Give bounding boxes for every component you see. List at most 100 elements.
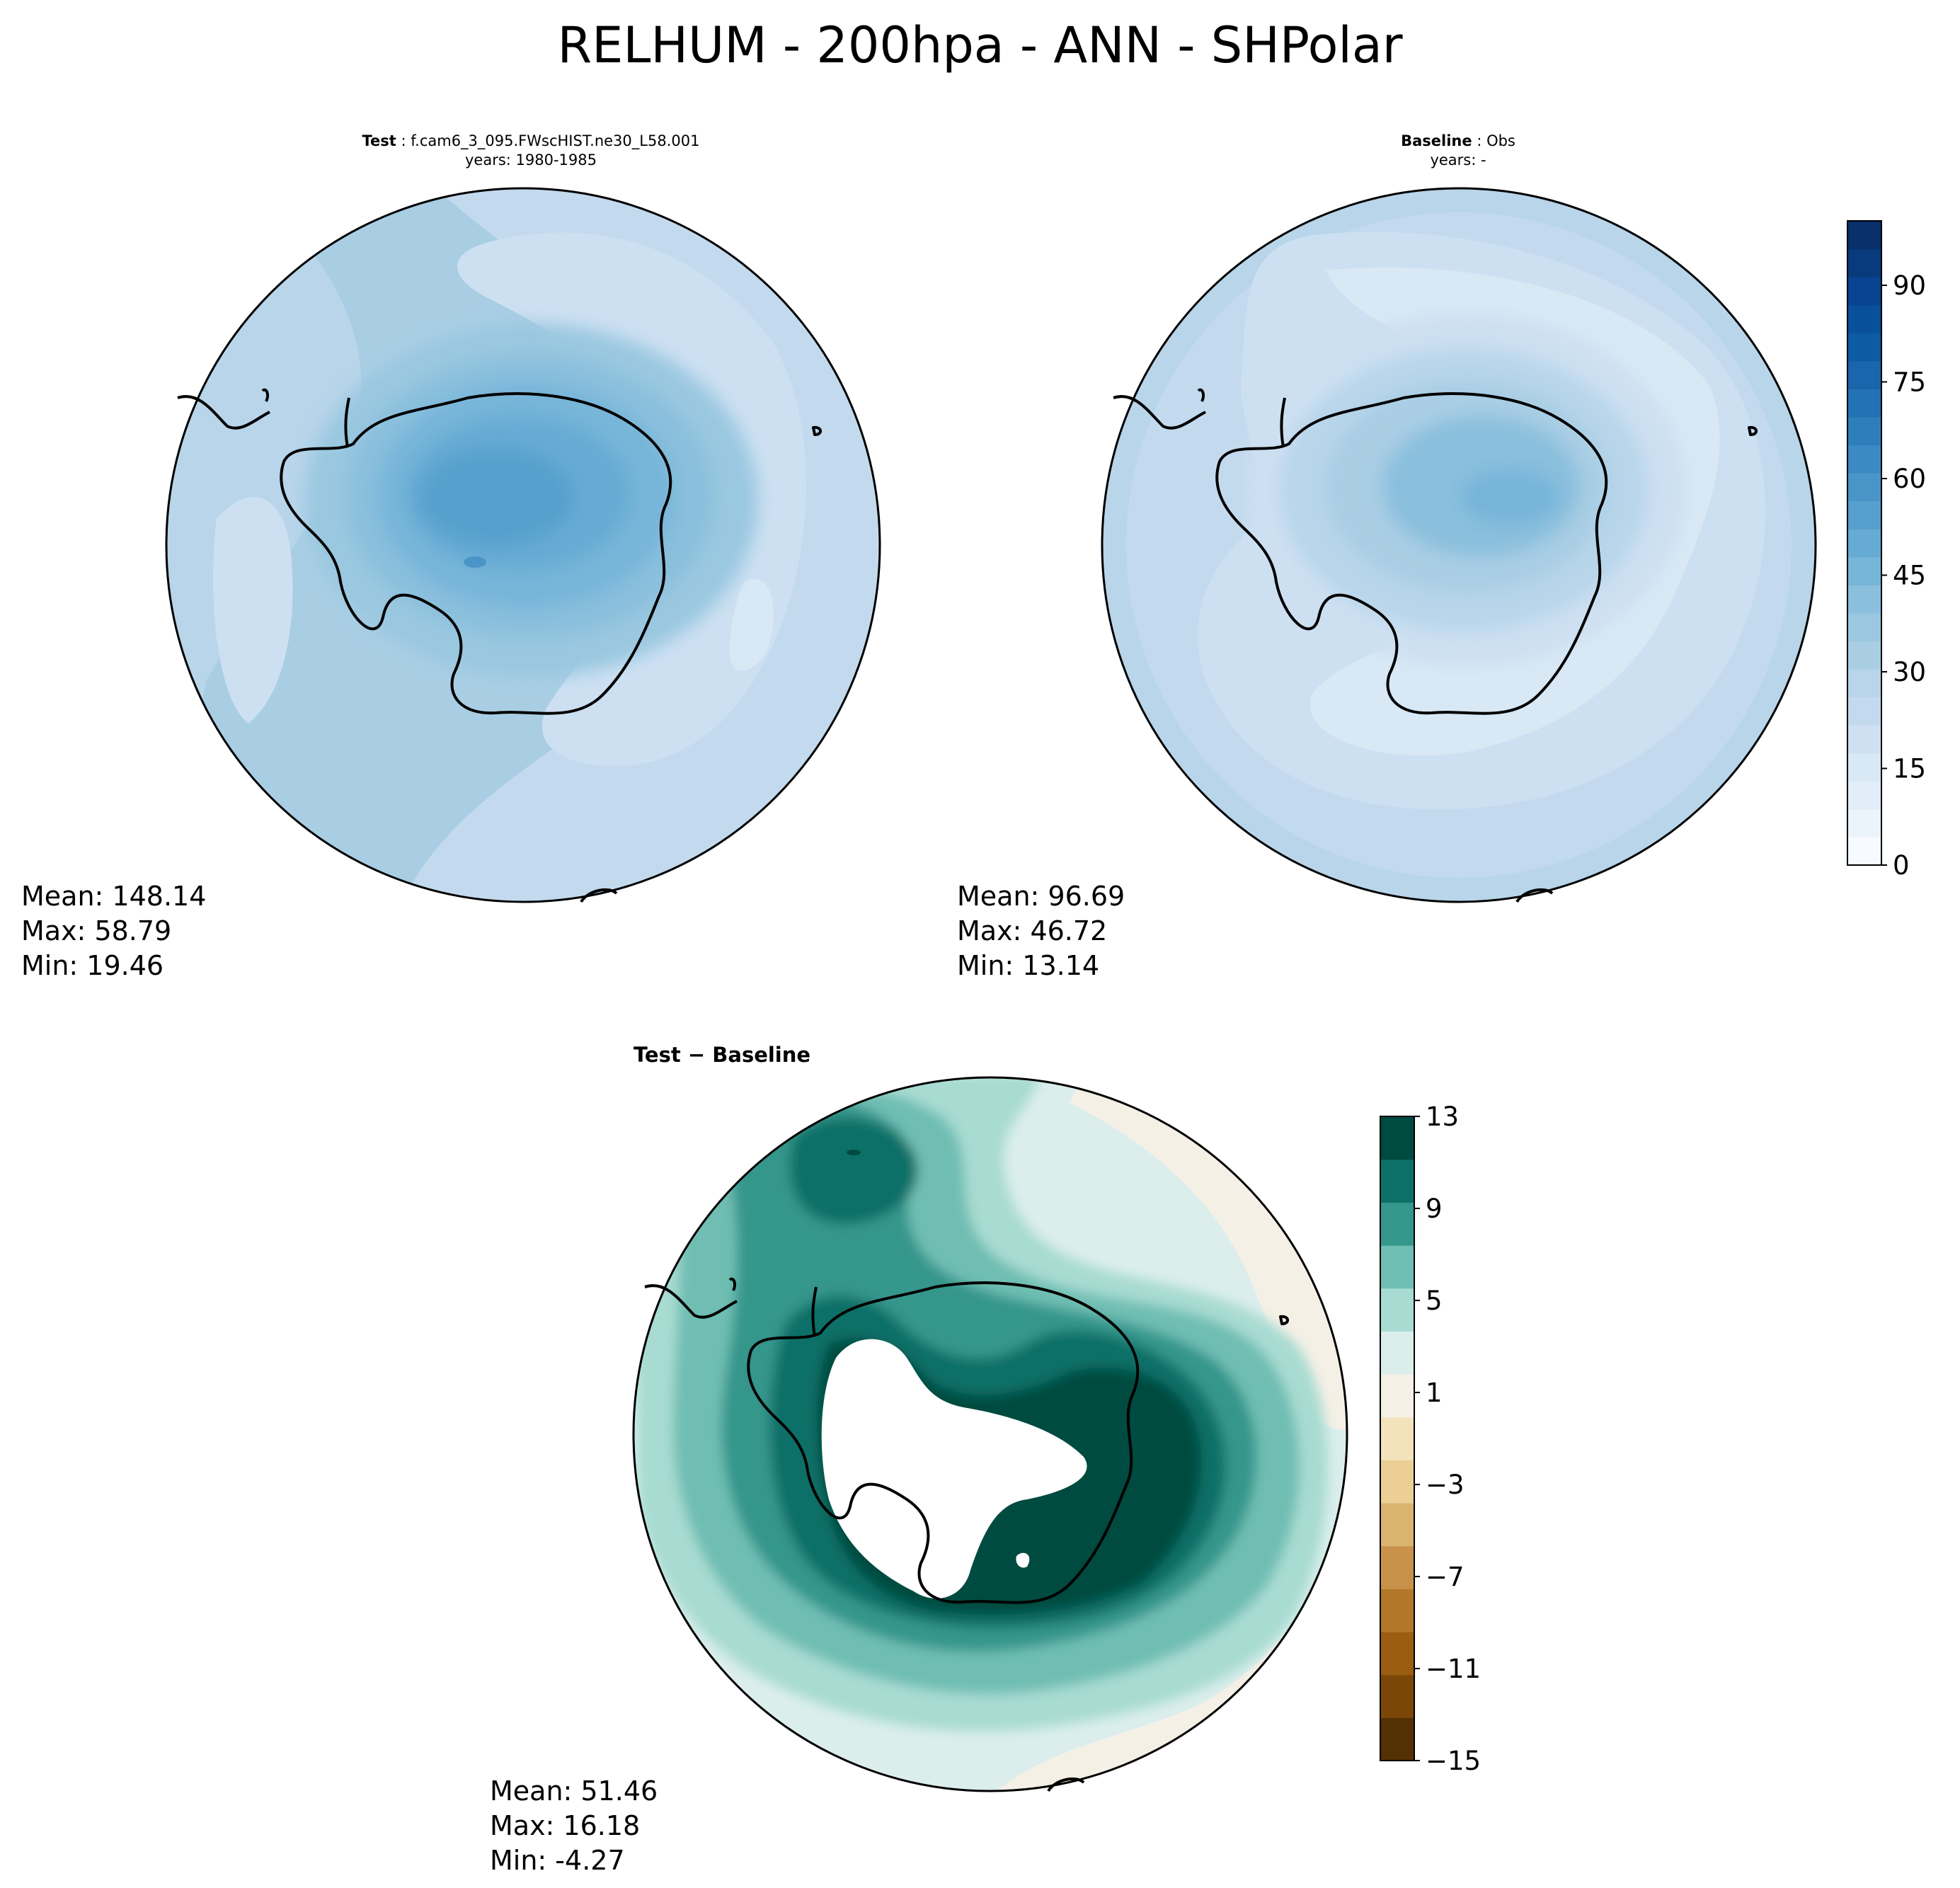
diff-map bbox=[632, 1076, 1348, 1792]
test-stat-max: Max: 58.79 bbox=[21, 915, 172, 946]
relhum-colorbar-swatch bbox=[1847, 612, 1881, 642]
test-panel-title: Test : f.cam6_3_095.FWscHIST.ne30_L58.00… bbox=[297, 132, 764, 170]
test-coastline-peninsula bbox=[344, 397, 350, 448]
relhum-colorbar-swatch bbox=[1847, 529, 1881, 558]
baseline-stats: Mean: 96.69 Max: 46.72 Min: 13.14 bbox=[957, 879, 1125, 983]
relhum-colorbar-tick-label: 30 bbox=[1893, 657, 1926, 687]
diff-field-exceeds-max-small bbox=[1016, 1552, 1030, 1568]
baseline-stat-mean: Mean: 96.69 bbox=[957, 881, 1125, 912]
baseline-years: years: - bbox=[1430, 151, 1486, 168]
relhum-colorbar-swatch bbox=[1847, 808, 1881, 838]
relhum-colorbar-swatch bbox=[1847, 669, 1881, 698]
baseline-coastline-south-america bbox=[1113, 395, 1206, 430]
diff-stats: Mean: 51.46 Max: 16.18 Min: -4.27 bbox=[490, 1774, 658, 1878]
diff-field-exceeds-max bbox=[821, 1339, 1087, 1598]
relhum-colorbar-swatch bbox=[1847, 725, 1881, 754]
baseline-map-boundary bbox=[1101, 187, 1817, 903]
relhum-colorbar-swatch bbox=[1847, 585, 1881, 614]
baseline-contour-45 bbox=[1460, 469, 1559, 525]
relhum-colorbar-frame bbox=[1847, 220, 1882, 866]
figure-title: RELHUM - 200hpa - ANN - SHPolar bbox=[557, 16, 1403, 74]
relhum-colorbar-swatch bbox=[1847, 753, 1881, 782]
relhum-colorbar-tick-label: 60 bbox=[1893, 464, 1926, 494]
test-stat-mean: Mean: 148.14 bbox=[21, 881, 207, 912]
test-stats: Mean: 148.14 Max: 58.79 Min: 19.46 bbox=[21, 879, 206, 983]
relhum-colorbar-swatch bbox=[1847, 360, 1881, 389]
test-years: years: 1980-1985 bbox=[464, 151, 597, 168]
baseline-stat-max: Max: 46.72 bbox=[957, 915, 1108, 946]
diff-colorbar-swatch bbox=[1380, 1545, 1414, 1589]
diff-operator: − bbox=[687, 1043, 706, 1067]
diff-colorbar-swatch bbox=[1380, 1331, 1414, 1375]
relhum-colorbar-swatch bbox=[1847, 416, 1881, 446]
diff-colorbar-frame bbox=[1380, 1116, 1415, 1761]
relhum-colorbar-tick-label: 90 bbox=[1893, 270, 1926, 301]
test-field-maximum bbox=[464, 556, 486, 568]
diff-field-local-max-north bbox=[847, 1150, 861, 1155]
diff-coastline-antarctica bbox=[747, 1281, 1140, 1604]
relhum-colorbar-tick-label: 75 bbox=[1893, 367, 1926, 398]
test-coastline-australia-edge bbox=[580, 888, 618, 903]
diff-colorbar-swatch bbox=[1380, 1460, 1414, 1504]
diff-colorbar-swatch bbox=[1380, 1245, 1414, 1289]
diff-stat-mean: Mean: 51.46 bbox=[490, 1775, 658, 1807]
baseline-coastline-falklands bbox=[1197, 388, 1205, 402]
diff-coastline-falklands bbox=[728, 1277, 737, 1291]
relhum-colorbar-swatch bbox=[1847, 781, 1881, 810]
relhum-colorbar-swatch bbox=[1847, 304, 1881, 333]
baseline-coastline-australia-edge bbox=[1515, 888, 1554, 903]
diff-coastline-south-america bbox=[644, 1284, 738, 1319]
relhum-colorbar-swatch bbox=[1847, 473, 1881, 502]
baseline-coastline-antarctica bbox=[1215, 392, 1608, 715]
relhum-colorbar-swatch bbox=[1847, 837, 1881, 866]
relhum-colorbar-swatch bbox=[1847, 641, 1881, 670]
test-label: Test bbox=[362, 132, 396, 149]
baseline-map bbox=[1101, 187, 1817, 903]
diff-colorbar-tick-label: 5 bbox=[1426, 1286, 1443, 1316]
test-field-minimum-west bbox=[213, 497, 293, 723]
diff-stat-max: Max: 16.18 bbox=[490, 1810, 641, 1841]
diff-coastline-island-east bbox=[1279, 1315, 1289, 1325]
baseline-coastline-peninsula bbox=[1280, 397, 1286, 448]
relhum-colorbar-swatch bbox=[1847, 333, 1881, 362]
diff-colorbar-tick-label: 9 bbox=[1426, 1194, 1443, 1224]
diff-colorbar-swatch bbox=[1380, 1159, 1414, 1203]
diff-colorbar-swatch bbox=[1380, 1717, 1414, 1761]
relhum-colorbar-swatch bbox=[1847, 697, 1881, 726]
test-stat-min: Min: 19.46 bbox=[21, 950, 164, 981]
diff-panel-title: Test − Baseline bbox=[634, 1042, 810, 1068]
test-field-minimum-east bbox=[730, 579, 774, 671]
test-map-boundary bbox=[165, 187, 881, 903]
relhum-colorbar-swatch bbox=[1847, 389, 1881, 418]
relhum-colorbar-swatch bbox=[1847, 556, 1881, 585]
relhum-colorbar-swatch bbox=[1847, 500, 1881, 530]
relhum-colorbar-tick-label: 45 bbox=[1893, 561, 1926, 591]
diff-colorbar-swatch bbox=[1380, 1674, 1414, 1718]
diff-stat-min: Min: -4.27 bbox=[490, 1845, 625, 1876]
test-coastline-falklands bbox=[261, 388, 270, 402]
test-coastline-south-america bbox=[177, 395, 270, 430]
baseline-case-name: Obs bbox=[1486, 132, 1515, 149]
baseline-coastline-island-east bbox=[1748, 425, 1758, 436]
relhum-colorbar-tick-label: 15 bbox=[1893, 754, 1926, 784]
diff-colorbar-tick-label: −3 bbox=[1426, 1470, 1465, 1500]
relhum-colorbar-swatch bbox=[1847, 277, 1881, 306]
relhum-colorbar-tick-label: 0 bbox=[1893, 850, 1910, 881]
relhum-colorbar-swatch bbox=[1847, 221, 1881, 250]
diff-colorbar-swatch bbox=[1380, 1417, 1414, 1460]
diff-colorbar-swatch bbox=[1380, 1374, 1414, 1418]
relhum-colorbar-swatch bbox=[1847, 248, 1881, 278]
diff-colorbar-swatch bbox=[1380, 1589, 1414, 1632]
diff-coastline-australia-edge bbox=[1047, 1777, 1085, 1792]
relhum-colorbar: 0 15 30 45 60 75 90 bbox=[1847, 220, 1926, 881]
diff-coastline-peninsula bbox=[811, 1286, 818, 1337]
test-coastline-antarctica bbox=[280, 392, 672, 715]
test-field-minimum-region bbox=[457, 232, 806, 767]
diff-colorbar-tick-label: 1 bbox=[1426, 1378, 1443, 1408]
diff-contour-11-north bbox=[789, 1118, 918, 1225]
diff-colorbar-swatch bbox=[1380, 1202, 1414, 1246]
diff-colorbar-swatch bbox=[1380, 1116, 1414, 1160]
diff-colorbar-tick-label: −15 bbox=[1426, 1746, 1481, 1776]
test-map bbox=[165, 187, 881, 903]
diff-label-baseline: Baseline bbox=[712, 1043, 811, 1067]
